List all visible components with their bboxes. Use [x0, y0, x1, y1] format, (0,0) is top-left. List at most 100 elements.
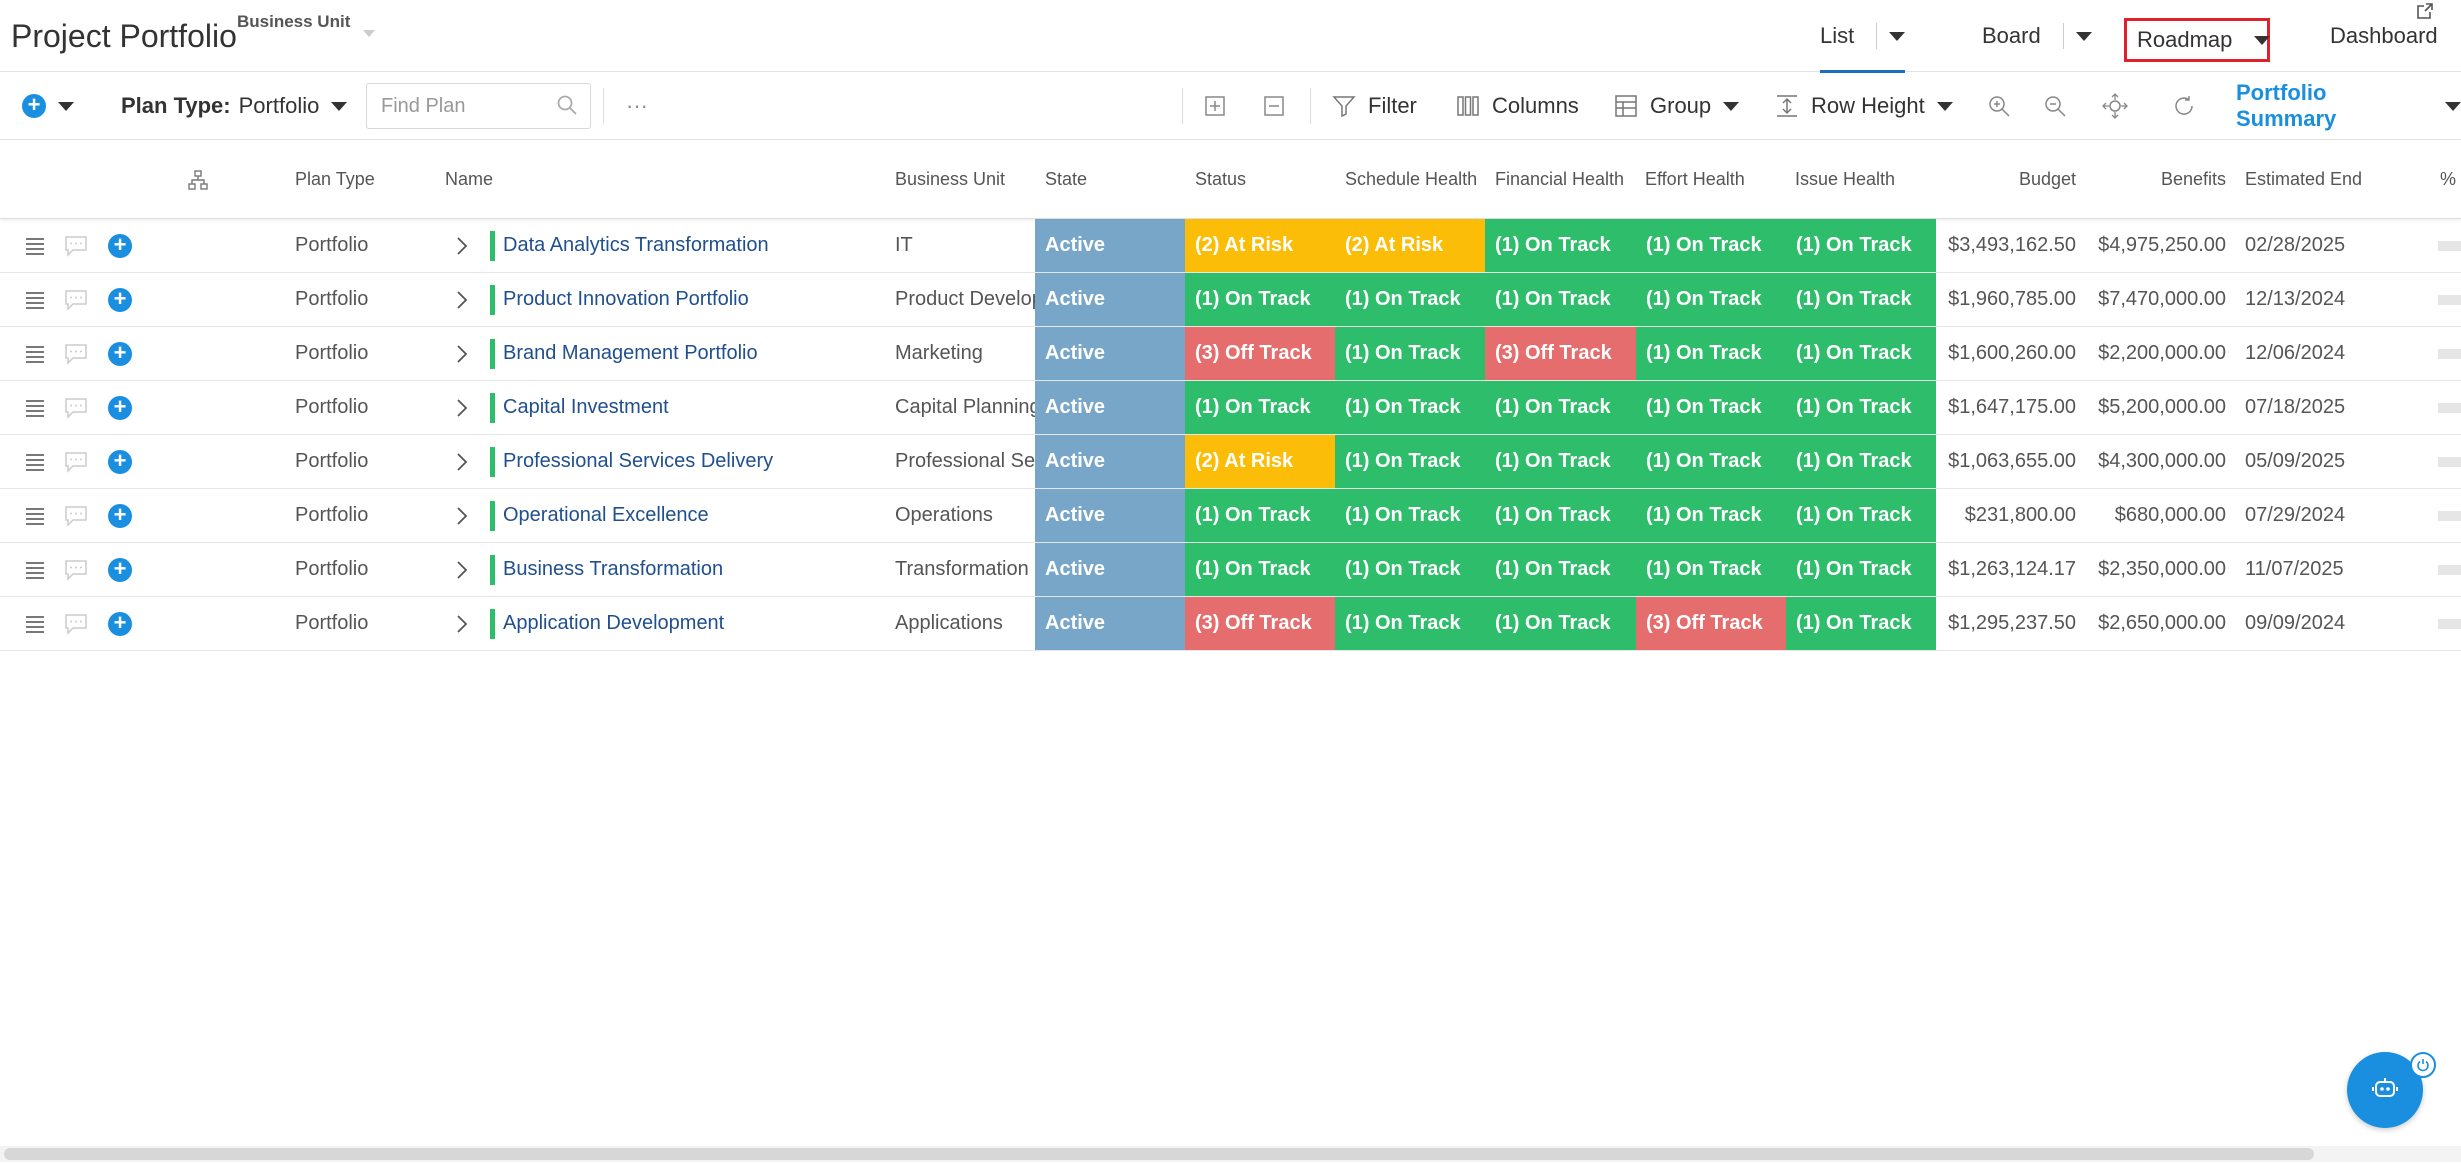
chevron-right-icon[interactable] [455, 597, 479, 650]
add-child-button[interactable]: + [108, 381, 134, 434]
row-height-button[interactable]: Row Height [1775, 72, 1953, 140]
column-header-effort-health[interactable]: Effort Health [1645, 169, 1745, 189]
plan-name-cell[interactable]: Data Analytics Transformation [490, 219, 880, 272]
column-header-state[interactable]: State [1045, 169, 1088, 189]
drag-handle-icon[interactable] [24, 435, 50, 488]
column-header-financial-health[interactable]: Financial Health [1495, 169, 1625, 189]
collapse-all-button[interactable] [1263, 72, 1285, 140]
comment-icon[interactable] [64, 597, 90, 650]
collapse-all-icon[interactable] [1263, 95, 1285, 117]
table-row[interactable]: + Portfolio Data Analytics Transformation I… [0, 219, 2461, 273]
chevron-right-icon[interactable] [455, 327, 479, 380]
add-child-button[interactable]: + [108, 489, 134, 542]
table-row[interactable]: + Portfolio Product Innovation Portfolio Pr… [0, 273, 2461, 327]
chevron-right-icon[interactable] [455, 381, 479, 434]
columns-button[interactable]: Columns [1456, 72, 1579, 140]
tab-roadmap[interactable]: Roadmap [2124, 18, 2271, 62]
column-header-status[interactable]: Status [1195, 169, 1247, 189]
tab-dashboard[interactable]: Dashboard [2330, 0, 2438, 72]
column-header-schedule-health[interactable]: Schedule Health [1345, 169, 1478, 189]
scrollbar-thumb[interactable] [4, 1148, 2314, 1160]
tab-board-label[interactable]: Board [1982, 23, 2041, 48]
plan-type-selector[interactable]: Plan Type: Portfolio [121, 72, 348, 140]
hierarchy-icon[interactable] [187, 140, 209, 219]
zoom-in-icon[interactable] [1987, 94, 2011, 118]
plan-name-cell[interactable]: Business Transformation [490, 543, 880, 596]
portfolio-summary-label[interactable]: Portfolio Summary [2236, 80, 2337, 131]
comment-icon[interactable] [64, 435, 90, 488]
add-child-button[interactable]: + [108, 543, 134, 596]
find-plan-input[interactable] [367, 84, 537, 128]
add-child-button[interactable]: + [108, 327, 134, 380]
chevron-down-icon[interactable] [2445, 101, 2461, 111]
search-icon[interactable] [556, 94, 578, 121]
chevron-down-icon[interactable] [58, 101, 74, 111]
add-icon[interactable]: + [108, 557, 132, 582]
add-icon[interactable]: + [108, 449, 132, 474]
add-plan-menu[interactable]: + [22, 72, 74, 140]
horizontal-scrollbar[interactable] [0, 1146, 2461, 1162]
chevron-right-icon[interactable] [455, 435, 479, 488]
table-row[interactable]: + Portfolio Operational Excellence Operatio… [0, 489, 2461, 543]
add-icon[interactable]: + [22, 94, 46, 118]
business-unit-selector[interactable]: Business Unit [237, 12, 375, 37]
columns-label[interactable]: Columns [1492, 93, 1579, 118]
chevron-right-icon[interactable] [455, 273, 479, 326]
plan-name-link[interactable]: Application Development [503, 612, 725, 634]
table-row[interactable]: + Portfolio Application Development Applica… [0, 597, 2461, 651]
add-icon[interactable]: + [108, 341, 132, 366]
portfolio-summary-selector[interactable]: Portfolio Summary [2236, 72, 2461, 140]
plan-type-value[interactable]: Portfolio [238, 93, 320, 118]
drag-handle-icon[interactable] [24, 219, 50, 272]
chevron-down-icon[interactable] [1889, 31, 1906, 41]
zoom-out-icon[interactable] [2043, 94, 2067, 118]
plan-name-cell[interactable]: Brand Management Portfolio [490, 327, 880, 380]
comment-icon[interactable] [64, 327, 90, 380]
column-header-business-unit[interactable]: Business Unit [895, 169, 1006, 189]
plan-name-link[interactable]: Data Analytics Transformation [503, 234, 769, 256]
column-header-budget[interactable]: Budget [2018, 169, 2076, 189]
comment-icon[interactable] [64, 219, 90, 272]
comment-icon[interactable] [64, 273, 90, 326]
plan-name-link[interactable]: Brand Management Portfolio [503, 342, 758, 364]
add-icon[interactable]: + [108, 287, 132, 312]
row-height-icon[interactable] [1775, 94, 1799, 118]
drag-handle-icon[interactable] [24, 597, 50, 650]
filter-button[interactable]: Filter [1332, 72, 1417, 140]
add-icon[interactable]: + [108, 503, 132, 528]
plan-name-link[interactable]: Capital Investment [503, 396, 669, 418]
expand-icon[interactable] [2416, 2, 2434, 25]
add-child-button[interactable]: + [108, 435, 134, 488]
chevron-down-icon[interactable] [363, 30, 375, 37]
column-header-plan-type[interactable]: Plan Type [295, 169, 375, 189]
more-options-button[interactable]: ··· [626, 93, 648, 118]
chevron-right-icon[interactable] [455, 489, 479, 542]
expand-all-button[interactable] [1204, 72, 1226, 140]
tab-list-label[interactable]: List [1820, 23, 1855, 48]
move-icon[interactable] [2102, 93, 2128, 119]
group-label[interactable]: Group [1650, 93, 1712, 118]
column-header-name[interactable]: Name [445, 169, 494, 189]
table-row[interactable]: + Portfolio Business Transformation Transfo… [0, 543, 2461, 597]
drag-handle-icon[interactable] [24, 489, 50, 542]
add-icon[interactable]: + [108, 233, 132, 258]
tab-dashboard-label[interactable]: Dashboard [2330, 23, 2438, 48]
comment-icon[interactable] [64, 381, 90, 434]
comment-icon[interactable] [64, 543, 90, 596]
add-child-button[interactable]: + [108, 219, 134, 272]
add-icon[interactable]: + [108, 611, 132, 636]
columns-icon[interactable] [1456, 95, 1480, 117]
plan-name-cell[interactable]: Professional Services Delivery [490, 435, 880, 488]
group-button[interactable]: Group [1614, 72, 1740, 140]
refresh-icon[interactable] [2172, 94, 2196, 118]
plan-name-link[interactable]: Operational Excellence [503, 504, 709, 526]
table-row[interactable]: + Portfolio Brand Management Portfolio Mark… [0, 327, 2461, 381]
column-header-issue-health[interactable]: Issue Health [1795, 169, 1896, 189]
find-plan-search[interactable] [366, 83, 591, 129]
expand-all-icon[interactable] [1204, 95, 1226, 117]
tab-roadmap-label[interactable]: Roadmap [2137, 27, 2233, 52]
plan-name-cell[interactable]: Product Innovation Portfolio [490, 273, 880, 326]
plan-name-cell[interactable]: Capital Investment [490, 381, 880, 434]
chevron-down-icon[interactable] [1936, 101, 1953, 111]
add-child-button[interactable]: + [108, 597, 134, 650]
